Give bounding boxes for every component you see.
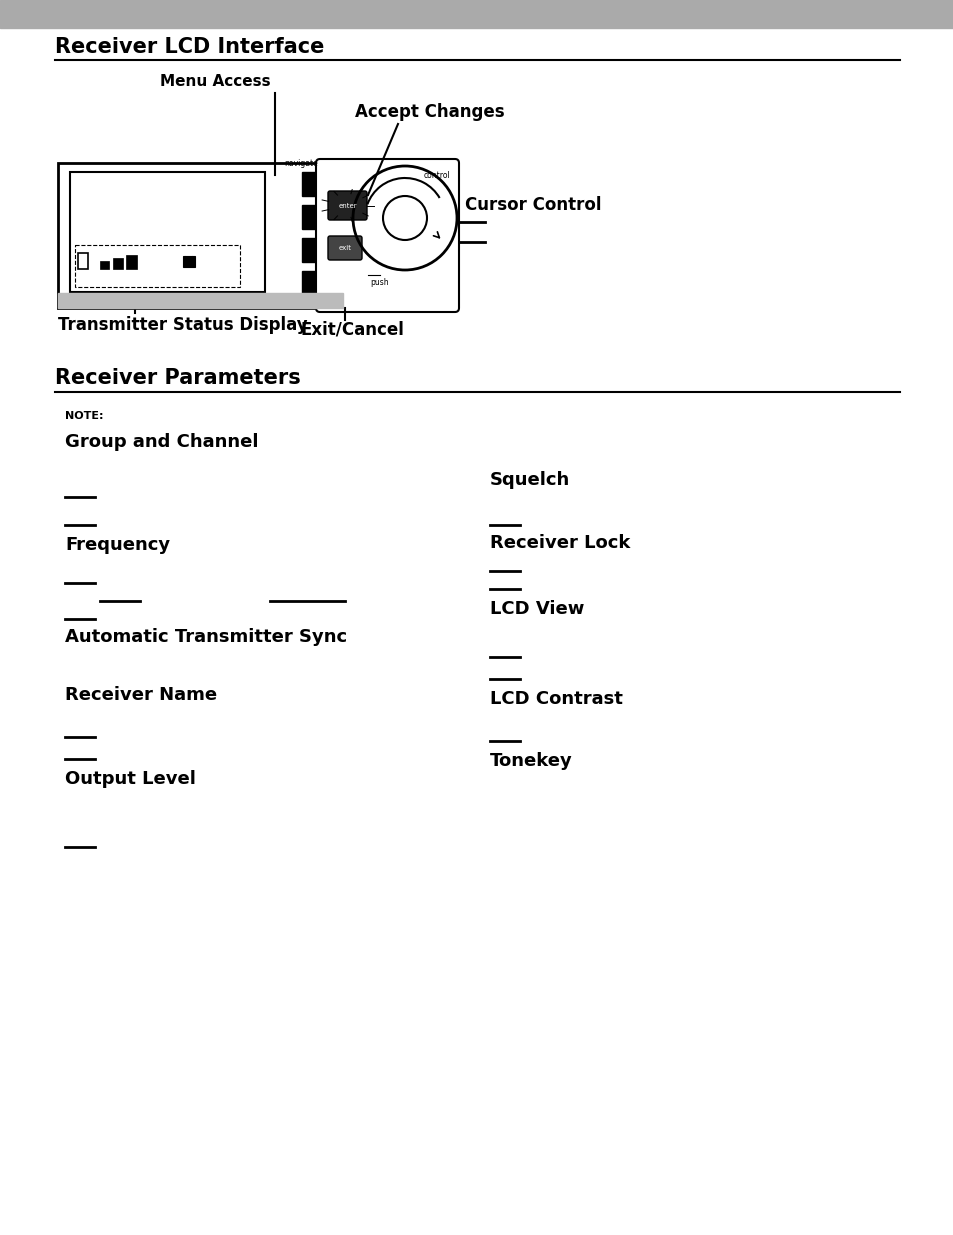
Bar xyxy=(100,261,109,269)
Bar xyxy=(58,293,343,308)
Text: Automatic Transmitter Sync: Automatic Transmitter Sync xyxy=(65,629,347,646)
Text: enter: enter xyxy=(337,203,356,209)
Text: exit: exit xyxy=(338,245,351,251)
Bar xyxy=(0,0,953,28)
FancyBboxPatch shape xyxy=(328,236,361,261)
Bar xyxy=(302,172,322,196)
Text: Squelch: Squelch xyxy=(490,471,570,489)
Text: Receiver Lock: Receiver Lock xyxy=(490,534,630,552)
Bar xyxy=(58,163,343,308)
FancyBboxPatch shape xyxy=(315,159,458,312)
Bar xyxy=(112,258,123,269)
Bar xyxy=(78,253,88,269)
Text: NOTE:: NOTE: xyxy=(65,411,103,421)
Text: LCD View: LCD View xyxy=(490,600,584,618)
Text: Frequency: Frequency xyxy=(65,536,170,555)
Text: Tonekey: Tonekey xyxy=(490,752,572,769)
FancyBboxPatch shape xyxy=(328,191,367,220)
Bar xyxy=(302,238,322,262)
Bar xyxy=(70,172,265,291)
Text: navigate: navigate xyxy=(284,159,317,168)
Text: LCD Contrast: LCD Contrast xyxy=(490,690,622,708)
Text: Menu Access: Menu Access xyxy=(159,74,270,89)
Text: Cursor Control: Cursor Control xyxy=(464,196,601,214)
Text: Output Level: Output Level xyxy=(65,769,195,788)
Text: push: push xyxy=(370,278,388,287)
Bar xyxy=(302,270,322,295)
Bar xyxy=(183,256,194,267)
Text: Transmitter Status Display: Transmitter Status Display xyxy=(58,316,307,333)
Bar xyxy=(126,254,137,269)
Text: Group and Channel: Group and Channel xyxy=(65,433,258,451)
Text: Receiver Parameters: Receiver Parameters xyxy=(55,368,300,388)
Text: Accept Changes: Accept Changes xyxy=(355,103,504,121)
Text: control: control xyxy=(423,170,450,180)
Bar xyxy=(75,245,240,287)
Bar xyxy=(302,205,322,228)
Text: Exit/Cancel: Exit/Cancel xyxy=(300,321,403,338)
Text: Receiver Name: Receiver Name xyxy=(65,685,217,704)
Text: Receiver LCD Interface: Receiver LCD Interface xyxy=(55,37,324,57)
